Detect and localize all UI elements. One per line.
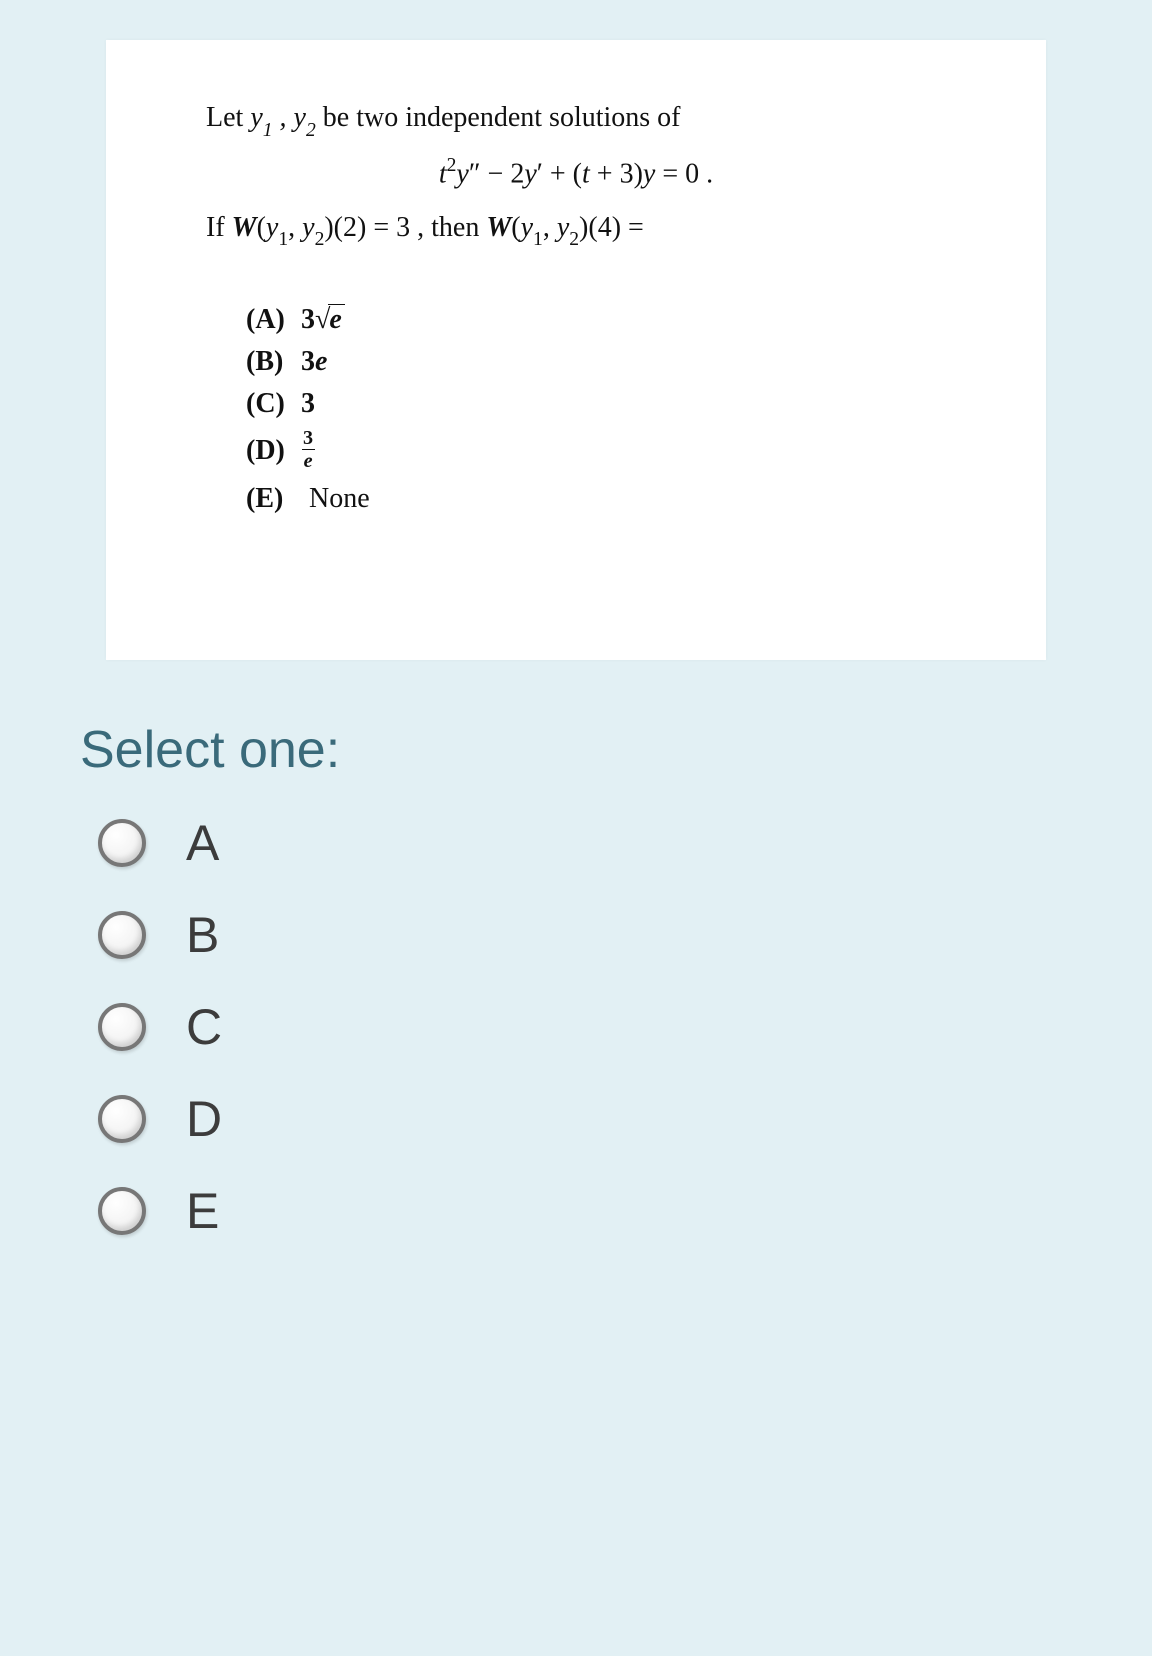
choice-C: (C) 3 [246, 388, 946, 420]
q-line2-w2: W(y1, y2)(4) = [486, 212, 643, 243]
option-B[interactable]: B [98, 906, 1072, 964]
choice-A: (A) 3 √e [246, 304, 946, 336]
sqrt-icon: √e [315, 304, 345, 336]
sqrt-arg: e [328, 304, 344, 334]
radio-icon[interactable] [98, 1095, 146, 1143]
option-label: B [186, 906, 219, 964]
question-equation: t2y″ − 2y′ + (t + 3)y = 0 . [206, 150, 946, 198]
q-line1-vars: y1 , y2 [250, 102, 315, 133]
q-line2-prefix: If [206, 212, 232, 243]
choice-label: (D) [246, 435, 301, 467]
option-A[interactable]: A [98, 814, 1072, 872]
question-line-1: Let y1 , y2 be two independent solutions… [206, 94, 946, 144]
radio-icon[interactable] [98, 911, 146, 959]
choice-E: (E) None [246, 483, 946, 515]
choice-text: 3 [301, 388, 315, 420]
frac-num: 3 [301, 428, 315, 449]
frac-den: e [302, 449, 315, 471]
choice-text: None [309, 483, 370, 515]
choice-text: 3 √e [301, 304, 345, 336]
q-line1-suffix: be two independent solutions of [323, 102, 681, 133]
option-E[interactable]: E [98, 1182, 1072, 1240]
choice-label: (E) [246, 483, 301, 515]
option-label: C [186, 998, 222, 1056]
option-D[interactable]: D [98, 1090, 1072, 1148]
radio-icon[interactable] [98, 1003, 146, 1051]
choice-label: (B) [246, 346, 301, 378]
option-label: D [186, 1090, 222, 1148]
q-line2-mid: then [431, 212, 486, 243]
radio-icon[interactable] [98, 1187, 146, 1235]
option-label: A [186, 814, 219, 872]
choice-B: (B) 3e [246, 346, 946, 378]
select-one-title: Select one: [80, 720, 1072, 780]
choice-text: 3 e [301, 430, 315, 473]
choice-label: (C) [246, 388, 301, 420]
q-line1-prefix: Let [206, 102, 250, 133]
question-line-2: If W(y1, y2)(2) = 3 , then W(y1, y2)(4) … [206, 204, 946, 254]
option-label: E [186, 1182, 219, 1240]
choice-coeff: 3 [301, 304, 315, 336]
q-line2-w1: W(y1, y2)(2) = 3 , [232, 212, 424, 243]
option-C[interactable]: C [98, 998, 1072, 1056]
fraction-icon: 3 e [301, 428, 315, 471]
question-card: Let y1 , y2 be two independent solutions… [106, 40, 1046, 660]
page-root: Let y1 , y2 be two independent solutions… [0, 0, 1152, 1656]
radio-icon[interactable] [98, 819, 146, 867]
choice-D: (D) 3 e [246, 430, 946, 473]
choice-text: 3e [301, 346, 327, 378]
choice-label: (A) [246, 304, 301, 336]
answer-section: Select one: A B C D E [30, 720, 1122, 1240]
choices-block: (A) 3 √e (B) 3e (C) 3 (D) [246, 304, 946, 515]
